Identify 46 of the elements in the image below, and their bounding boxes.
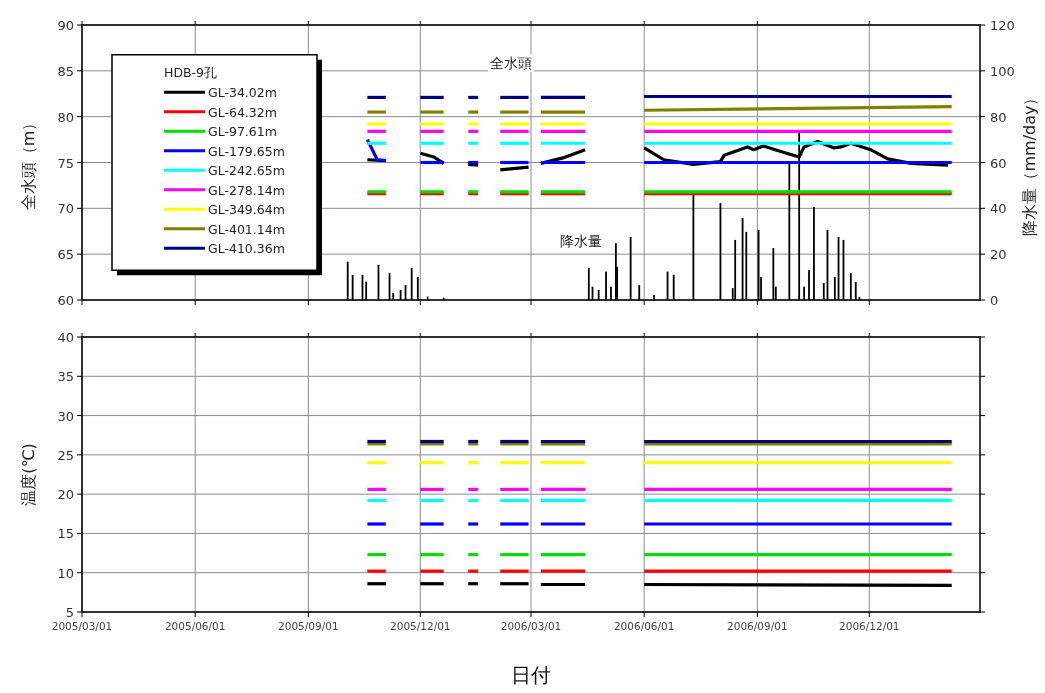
- x-tick-label: 2005/03/01: [51, 620, 113, 632]
- y-tick-label: 10: [57, 565, 74, 581]
- y-tick-label: 75: [57, 155, 74, 171]
- legend-label: GL-410.36m: [208, 241, 285, 257]
- x-tick-label: 2005/12/01: [390, 620, 451, 632]
- x-axis-title: 日付: [511, 663, 551, 687]
- y2-axis-title: 降水量（mm/day）: [1020, 89, 1039, 236]
- y-tick-label: 60: [57, 293, 74, 308]
- y-tick-label: 30: [57, 408, 74, 424]
- legend-label: GL-349.64m: [208, 202, 285, 218]
- y-tick-label: 15: [57, 526, 74, 542]
- legend-label: GL-97.61m: [208, 124, 277, 140]
- legend-label: GL-401.14m: [208, 221, 285, 237]
- y2-tick-label: 0: [990, 293, 999, 308]
- y-tick-label: 25: [57, 447, 74, 463]
- legend-label: GL-278.14m: [208, 182, 285, 198]
- y2-tick-label: 40: [990, 201, 1007, 217]
- x-tick-label: 2006/06/01: [613, 620, 675, 632]
- y-axis-title: 温度(℃): [19, 443, 38, 506]
- x-tick-label: 2006/09/01: [727, 620, 788, 632]
- y-tick-label: 20: [57, 487, 74, 503]
- y2-tick-label: 80: [990, 109, 1007, 125]
- y-tick-label: 35: [57, 369, 74, 385]
- annotation: 全水頭: [490, 55, 532, 71]
- y-axis-title: 全水頭（m）: [19, 114, 38, 211]
- y-tick-label: 85: [57, 63, 74, 79]
- y2-tick-label: 20: [990, 247, 1007, 263]
- legend-label: GL-34.02m: [208, 85, 277, 101]
- annotation: 降水量: [560, 233, 602, 249]
- y-tick-label: 70: [57, 201, 74, 217]
- y2-tick-label: 100: [990, 63, 1015, 79]
- y-tick-label: 5: [65, 605, 74, 620]
- x-tick-label: 2005/09/01: [278, 620, 339, 632]
- legend-label: GL-179.65m: [208, 143, 285, 159]
- legend-title: HDB-9孔: [164, 64, 218, 80]
- y-tick-label: 40: [57, 330, 74, 345]
- y-tick-label: 80: [57, 109, 74, 125]
- x-tick-label: 2006/12/01: [839, 620, 900, 632]
- y-tick-label: 90: [57, 18, 74, 33]
- legend-label: GL-64.32m: [208, 104, 277, 120]
- x-tick-label: 2006/03/01: [500, 620, 562, 632]
- legend-label: GL-242.65m: [208, 163, 285, 179]
- y-tick-label: 65: [57, 247, 74, 263]
- y2-tick-label: 60: [990, 155, 1007, 171]
- y2-tick-label: 120: [990, 18, 1015, 33]
- x-tick-label: 2005/06/01: [164, 620, 226, 632]
